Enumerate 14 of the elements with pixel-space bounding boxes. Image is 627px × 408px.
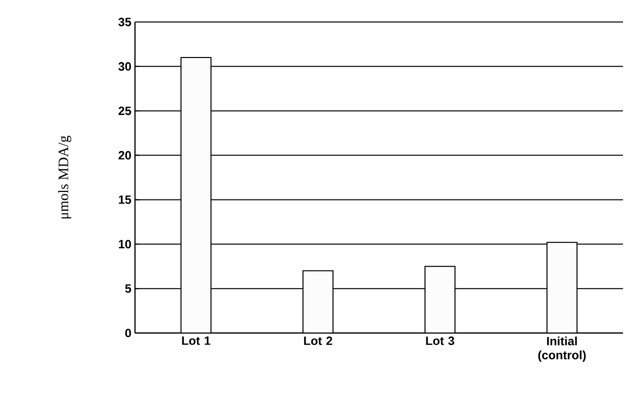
- y-tick-label: 15: [118, 196, 132, 204]
- x-tick-label: Lot 3: [426, 336, 454, 346]
- y-tick-label: 5: [125, 284, 132, 293]
- y-tick-label: 0: [125, 328, 131, 338]
- y-tick-label: 35: [118, 18, 132, 26]
- x-tick-label: Lot 1: [182, 336, 210, 345]
- y-tick-label: 20: [118, 151, 131, 160]
- bar: [546, 242, 578, 333]
- y-tick-label: 10: [118, 240, 131, 248]
- y-tick-label: 30: [118, 62, 131, 71]
- x-tick-label: Initial (control): [538, 336, 586, 362]
- y-axis-title: μmols MDA/g: [58, 136, 72, 218]
- y-tick-label: 25: [118, 106, 132, 116]
- x-tick-label: Lot 2: [304, 336, 332, 346]
